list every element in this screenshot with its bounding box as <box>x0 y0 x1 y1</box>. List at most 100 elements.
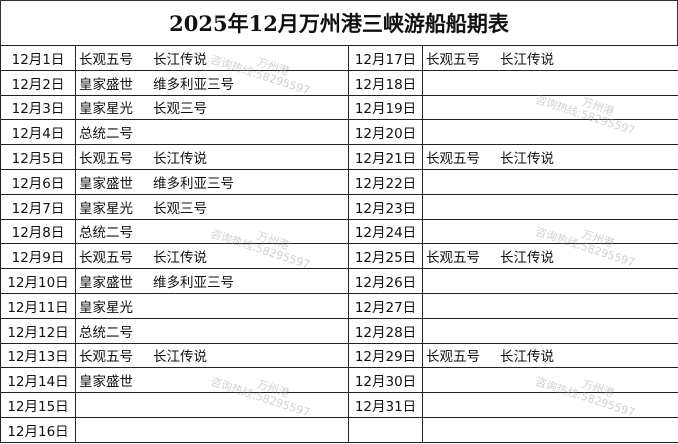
ship-name: 皇家盛世 <box>79 76 133 93</box>
ships-cell: 总统二号 <box>75 317 349 344</box>
date-cell: 12月18日 <box>348 69 423 96</box>
ships-cell: 长观五号 长江传说 <box>422 342 678 369</box>
ship-name: 长观五号 <box>79 151 133 168</box>
ship-name: 长江传说 <box>500 250 554 267</box>
date-cell: 12月27日 <box>348 292 423 319</box>
date-cell: 12月2日 <box>0 69 76 96</box>
date-cell: 12月16日 <box>0 416 76 443</box>
date-cell: 12月31日 <box>348 392 423 418</box>
table-row: 12月9日 长观五号 长江传说 12月25日 长观五号 长江传说 <box>0 243 678 270</box>
ship-name: 长江传说 <box>500 51 554 68</box>
date-cell: 12月19日 <box>348 94 423 121</box>
table-row: 12月5日 长观五号 长江传说 12月21日 长观五号 长江传说 <box>0 144 678 170</box>
date-cell: 12月1日 <box>0 45 76 71</box>
ships-cell: 皇家星光 <box>75 292 349 319</box>
date-cell: 12月21日 <box>348 144 423 170</box>
date-cell: 12月3日 <box>0 94 76 121</box>
date-cell <box>348 416 423 443</box>
ships-cell <box>422 119 678 146</box>
date-cell: 12月11日 <box>0 292 76 319</box>
date-cell: 12月7日 <box>0 193 76 220</box>
table-row: 12月6日 皇家盛世 维多利亚三号 12月22日 <box>0 168 678 195</box>
date-cell: 12月10日 <box>0 268 76 294</box>
ships-cell: 皇家盛世 <box>75 367 349 394</box>
ships-cell <box>422 317 678 344</box>
schedule-table: 12月1日 长观五号 长江传说 12月17日 长观五号 长江传说 12月2日 皇家盛世 维多利亚… <box>0 45 678 443</box>
table-row: 12月16日 <box>0 416 678 443</box>
ships-cell <box>422 69 678 96</box>
date-cell: 12月20日 <box>348 119 423 146</box>
ships-cell <box>422 193 678 220</box>
table-row: 12月15日 12月31日 <box>0 392 678 418</box>
ships-cell <box>422 168 678 195</box>
ship-name: 长江传说 <box>500 349 554 366</box>
date-cell: 12月5日 <box>0 144 76 170</box>
ship-name: 维多利亚三号 <box>153 76 234 93</box>
date-cell: 12月9日 <box>0 243 76 270</box>
page-title: 2025年12月万州港三峡游船船期表 <box>0 0 678 45</box>
ships-cell: 长观五号 长江传说 <box>75 342 349 369</box>
ship-name: 长观五号 <box>426 51 480 68</box>
ships-cell: 皇家盛世 维多利亚三号 <box>75 69 349 96</box>
table-row: 12月2日 皇家盛世 维多利亚三号 12月18日 <box>0 69 678 96</box>
ship-name: 长观五号 <box>79 349 133 366</box>
ship-name: 长观三号 <box>153 200 207 217</box>
date-cell: 12月26日 <box>348 268 423 294</box>
ship-name: 长观五号 <box>79 51 133 68</box>
ship-name: 总统二号 <box>79 324 133 341</box>
ship-name: 皇家星光 <box>79 200 133 217</box>
ship-name: 总统二号 <box>79 126 133 143</box>
ship-name: 皇家盛世 <box>79 374 133 391</box>
ships-cell: 长观五号 长江传说 <box>422 243 678 270</box>
table-row: 12月7日 皇家星光 长观三号 12月23日 <box>0 193 678 220</box>
ship-name: 长江传说 <box>153 51 207 68</box>
ships-cell: 总统二号 <box>75 119 349 146</box>
ship-name: 长江传说 <box>153 250 207 267</box>
ships-cell <box>422 94 678 121</box>
ships-cell <box>75 416 349 443</box>
ship-name: 维多利亚三号 <box>153 275 234 292</box>
ship-name: 皇家星光 <box>79 299 133 316</box>
table-row: 12月4日 总统二号 12月20日 <box>0 119 678 146</box>
ships-cell: 皇家盛世 维多利亚三号 <box>75 168 349 195</box>
ship-name: 总统二号 <box>79 225 133 242</box>
ship-name: 长观三号 <box>153 101 207 118</box>
date-cell: 12月22日 <box>348 168 423 195</box>
ships-cell <box>422 392 678 418</box>
date-cell: 12月4日 <box>0 119 76 146</box>
ship-name: 皇家星光 <box>79 101 133 118</box>
table-row: 12月11日 皇家星光 12月27日 <box>0 292 678 319</box>
ship-name: 长观五号 <box>79 250 133 267</box>
ships-cell: 长观五号 长江传说 <box>422 45 678 71</box>
date-cell: 12月29日 <box>348 342 423 369</box>
ships-cell: 长观五号 长江传说 <box>75 243 349 270</box>
ships-cell: 总统二号 <box>75 218 349 245</box>
ships-cell <box>422 416 678 443</box>
date-cell: 12月30日 <box>348 367 423 394</box>
date-cell: 12月8日 <box>0 218 76 245</box>
date-cell: 12月15日 <box>0 392 76 418</box>
ship-name: 长江传说 <box>500 151 554 168</box>
ship-name: 长观五号 <box>426 250 480 267</box>
date-cell: 12月23日 <box>348 193 423 220</box>
ship-name: 长江传说 <box>153 151 207 168</box>
date-cell: 12月13日 <box>0 342 76 369</box>
table-row: 12月12日 总统二号 12月28日 <box>0 317 678 344</box>
ships-cell <box>422 268 678 294</box>
table-row: 12月8日 总统二号 12月24日 <box>0 218 678 245</box>
date-cell: 12月6日 <box>0 168 76 195</box>
date-cell: 12月12日 <box>0 317 76 344</box>
ship-name: 长观五号 <box>426 151 480 168</box>
ships-cell: 皇家星光 长观三号 <box>75 94 349 121</box>
table-row: 12月14日 皇家盛世 12月30日 <box>0 367 678 394</box>
ship-name: 长江传说 <box>153 349 207 366</box>
date-cell: 12月24日 <box>348 218 423 245</box>
ships-cell: 长观五号 长江传说 <box>422 144 678 170</box>
ships-cell <box>422 367 678 394</box>
ships-cell <box>75 392 349 418</box>
table-row: 12月3日 皇家星光 长观三号 12月19日 <box>0 94 678 121</box>
date-cell: 12月25日 <box>348 243 423 270</box>
table-row: 12月10日 皇家盛世 维多利亚三号 12月26日 <box>0 268 678 294</box>
date-cell: 12月28日 <box>348 317 423 344</box>
ships-cell: 长观五号 长江传说 <box>75 144 349 170</box>
